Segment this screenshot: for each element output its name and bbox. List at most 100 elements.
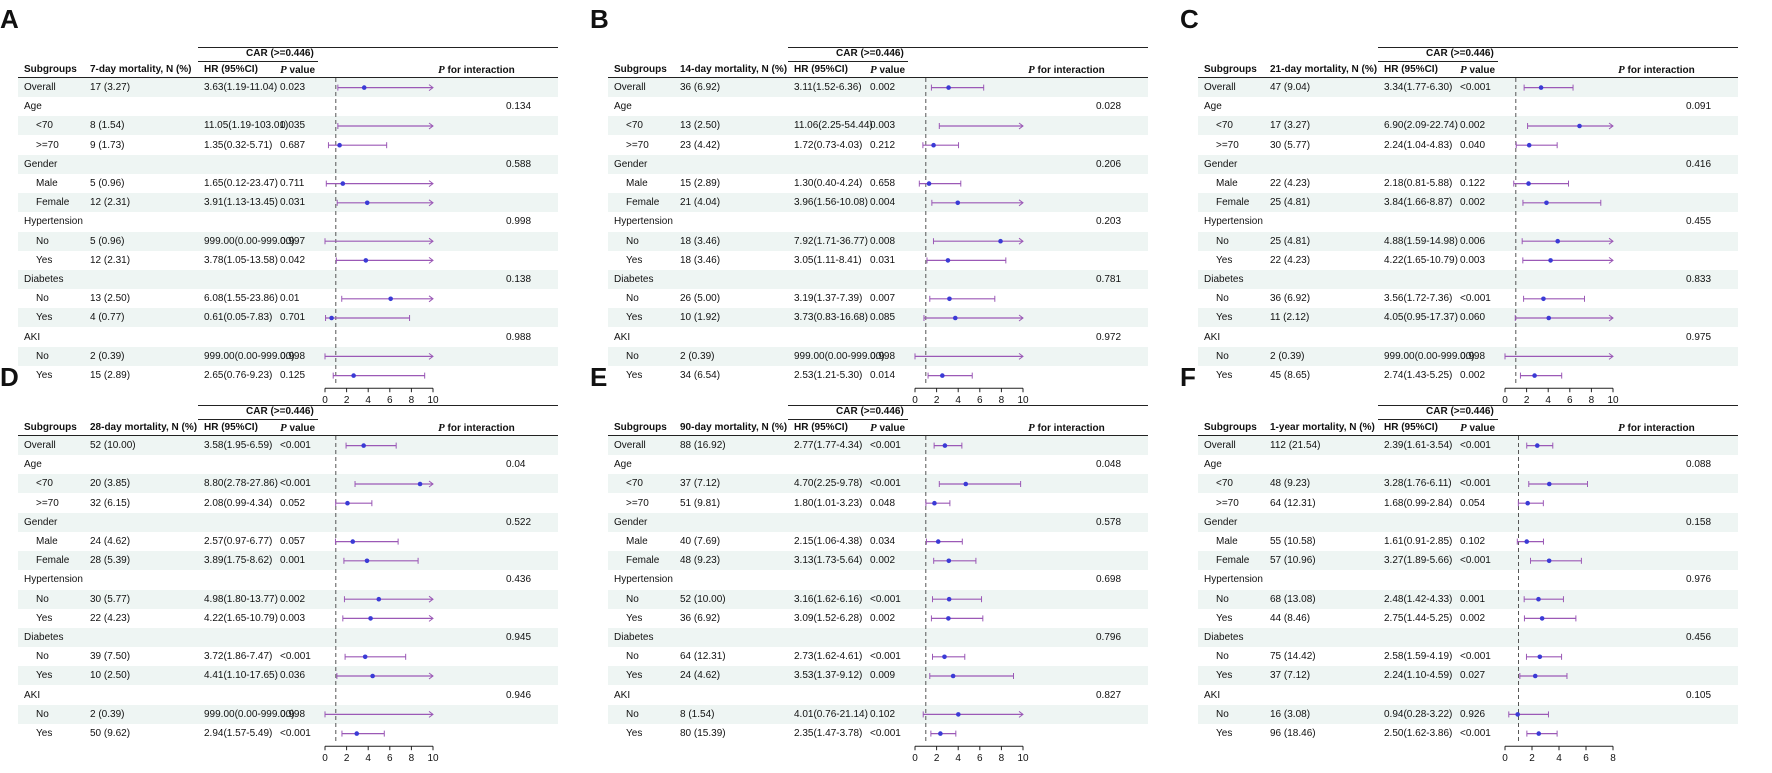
subgroup-label: AKI xyxy=(614,331,631,343)
p-value: 0.102 xyxy=(1460,536,1486,547)
row-band xyxy=(18,346,558,366)
hr-point xyxy=(1526,142,1532,148)
p-suffix: for interaction xyxy=(1624,423,1695,434)
p-value: 0.001 xyxy=(280,555,306,567)
p-suffix: for interaction xyxy=(1624,65,1695,76)
hr-point xyxy=(950,673,956,679)
x-tick-label: 2 xyxy=(344,753,350,764)
hr-point xyxy=(1526,181,1531,186)
subgroup-label: >=70 xyxy=(1216,139,1239,151)
subgroup-label: Hypertension xyxy=(1204,574,1263,586)
subgroup-label: >=70 xyxy=(626,139,649,151)
subgroup-label: No xyxy=(36,293,49,305)
hr-point xyxy=(364,558,370,564)
p-interaction: 0.522 xyxy=(506,516,532,528)
mortality-n: 18 (3.46) xyxy=(680,254,721,266)
p-value: <0.001 xyxy=(1460,440,1491,451)
x-tick-label: 0 xyxy=(322,395,328,406)
header-group-rule xyxy=(788,61,908,62)
hr-ci: 2.57(0.97-6.77) xyxy=(204,536,273,547)
mortality-n: 8 (1.54) xyxy=(90,120,125,132)
p-value: 0.054 xyxy=(1460,497,1486,509)
subgroup-label: Age xyxy=(24,459,42,471)
subgroup-label: Age xyxy=(614,459,632,471)
header-top-rule xyxy=(198,47,558,48)
header-group-rule xyxy=(1378,61,1498,62)
p-interaction: 0.028 xyxy=(1096,101,1122,113)
mortality-n: 25 (4.81) xyxy=(1270,197,1311,209)
mortality-n: 24 (4.62) xyxy=(90,536,131,547)
header-bottom-rule xyxy=(608,77,1148,78)
x-tick-label: 8 xyxy=(1589,395,1595,406)
col-p-value: P value xyxy=(1460,422,1495,435)
header-bottom-rule xyxy=(18,435,558,436)
header-group-rule xyxy=(788,419,908,420)
p-value: 0.711 xyxy=(280,178,305,189)
mortality-n: 15 (2.89) xyxy=(90,370,131,381)
subgroup-label: Gender xyxy=(1204,158,1238,170)
col-hr: HR (95%CI) xyxy=(794,64,848,75)
p-suffix: for interaction xyxy=(1034,65,1105,76)
row-band xyxy=(18,704,558,724)
subgroup-label: No xyxy=(36,235,49,247)
p-italic: P xyxy=(870,422,877,434)
panel-letter: D xyxy=(0,362,19,392)
hr-ci: 2.35(1.47-3.78) xyxy=(794,728,863,739)
panel-letter: C xyxy=(1180,4,1199,34)
col-subgroups: Subgroups xyxy=(24,64,77,75)
mortality-n: 22 (4.23) xyxy=(1270,254,1311,266)
hr-ci: 3.89(1.75-8.62) xyxy=(204,555,273,567)
hr-ci: 2.58(1.59-4.19) xyxy=(1384,651,1453,663)
row-band xyxy=(1198,193,1738,213)
hr-ci: 3.91(1.13-13.45) xyxy=(204,197,278,209)
x-tick-label: 2 xyxy=(1524,395,1530,406)
hr-point xyxy=(1534,443,1540,448)
hr-point xyxy=(417,481,423,487)
mortality-n: 39 (7.50) xyxy=(90,651,131,663)
mortality-n: 23 (4.42) xyxy=(680,139,721,151)
hr-ci: 2.39(1.61-3.54) xyxy=(1384,440,1453,451)
p-italic: P xyxy=(1460,422,1467,434)
subgroup-label: Yes xyxy=(1216,254,1233,266)
mortality-n: 47 (9.04) xyxy=(1270,82,1311,93)
subgroup-label: Diabetes xyxy=(614,632,654,643)
col-p-value: P value xyxy=(870,422,905,435)
car-group-header: CAR (>=0.446) xyxy=(246,48,314,59)
p-value: 0.085 xyxy=(870,312,896,324)
header-top-rule xyxy=(1378,405,1738,406)
hr-point xyxy=(370,673,375,679)
hr-point xyxy=(361,443,366,448)
p-interaction: 0.158 xyxy=(1686,516,1712,528)
p-suffix: value xyxy=(1466,423,1496,434)
row-band xyxy=(18,551,558,571)
hr-ci: 2.74(1.43-5.25) xyxy=(1384,370,1453,381)
mortality-n: 30 (5.77) xyxy=(90,593,131,605)
mortality-n: 2 (0.39) xyxy=(90,350,125,362)
p-value: 0.01 xyxy=(280,293,300,305)
p-value: <0.001 xyxy=(870,593,901,605)
col-p-interaction: P for interaction xyxy=(1028,64,1105,77)
col-mortality: 14-day mortality, N (%) xyxy=(680,64,788,75)
p-value: 0.027 xyxy=(1460,670,1486,682)
p-interaction: 0.04 xyxy=(506,459,526,471)
hr-ci: 3.72(1.86-7.47) xyxy=(204,651,273,663)
header-group-rule xyxy=(198,419,318,420)
hr-ci: 3.19(1.37-7.39) xyxy=(794,293,863,305)
p-value: 0.998 xyxy=(280,708,306,720)
hr-point xyxy=(340,181,346,186)
hr-point xyxy=(376,596,382,602)
subgroup-label: Yes xyxy=(626,670,643,682)
mortality-n: 25 (4.81) xyxy=(1270,235,1311,247)
hr-point xyxy=(1536,731,1542,736)
p-value: 0.998 xyxy=(1460,350,1486,362)
col-hr: HR (95%CI) xyxy=(204,422,258,433)
p-value: 0.060 xyxy=(1460,312,1486,324)
panel-letter: A xyxy=(0,4,19,34)
subgroup-label: Male xyxy=(36,536,58,547)
row-band xyxy=(1198,436,1738,455)
mortality-n: 24 (4.62) xyxy=(680,670,721,682)
subgroup-label: Gender xyxy=(614,516,648,528)
header-top-rule xyxy=(1378,47,1738,48)
hr-ci: 0.94(0.28-3.22) xyxy=(1384,708,1453,720)
mortality-n: 20 (3.85) xyxy=(90,478,131,490)
